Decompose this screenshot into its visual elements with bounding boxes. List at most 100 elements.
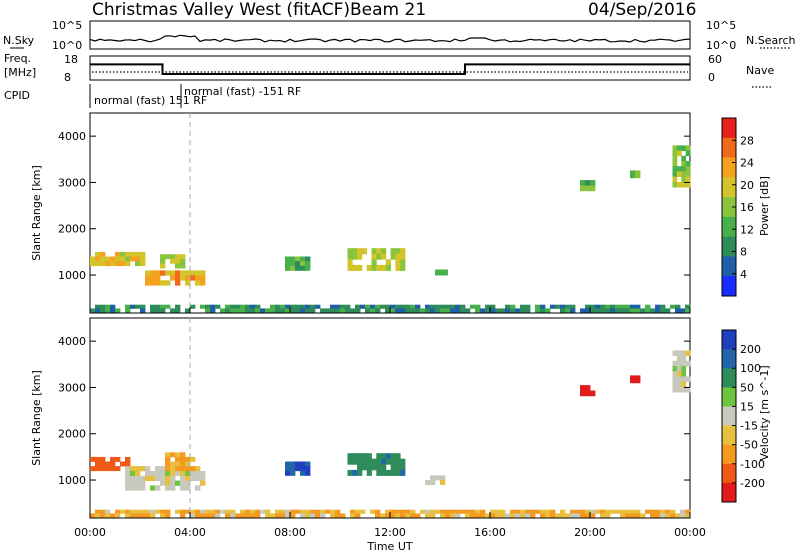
nsky-series-line (89, 34, 691, 43)
power-cell (165, 304, 171, 309)
colorbar-segment (722, 276, 736, 297)
date-title: 04/Sep/2016 (588, 0, 696, 20)
velocity-cell (672, 366, 678, 372)
velocity-cell (585, 390, 591, 397)
power-cell (525, 304, 531, 309)
power-cell (672, 171, 678, 177)
velocity-cell (470, 509, 476, 514)
power-cell (205, 304, 211, 309)
power-cell (210, 308, 216, 313)
velocity-cell (685, 509, 691, 514)
velocity-colorbar: 200 100 50 15 -15 -50 -100 -200 (721, 329, 765, 503)
power-cell (275, 304, 281, 309)
velocity-cell (315, 513, 321, 518)
velocity-cell (435, 475, 441, 481)
power-cell (630, 170, 636, 175)
velocity-cell (650, 509, 656, 514)
cpid-entry-1: normal (fast) 151 RF (94, 94, 207, 107)
velocity-cell (371, 464, 377, 471)
velocity-cell (150, 509, 156, 514)
colorbar-tick-label: -15 (740, 420, 758, 433)
station-title: Christmas Valley West (fitACF) (92, 0, 350, 20)
power-cell (370, 304, 376, 309)
velocity-cell (105, 461, 111, 467)
power-cell (352, 264, 358, 271)
velocity-cell (381, 464, 387, 471)
velocity-cell (175, 466, 181, 472)
velocity-cell (100, 461, 106, 467)
colorbar-segment (722, 368, 736, 388)
velocity-cell (95, 466, 101, 472)
power-cell (150, 304, 156, 309)
velocity-cell (440, 509, 446, 514)
velocity-cell (170, 475, 176, 481)
velocity-cell (125, 509, 131, 514)
power-cell (500, 308, 506, 313)
velocity-cell (605, 509, 611, 514)
power-cell (585, 180, 591, 186)
power-cell (295, 265, 301, 271)
velocity-cell (125, 475, 131, 481)
velocity-cell (190, 475, 196, 481)
power-cell (180, 270, 186, 276)
velocity-cell (115, 513, 121, 518)
velocity-cell (185, 461, 191, 467)
power-cell (560, 304, 566, 309)
power-cell (95, 251, 101, 257)
power-cell (150, 308, 156, 313)
power-cell (376, 264, 382, 271)
power-cell (405, 308, 411, 313)
velocity-cell (500, 509, 506, 514)
power-cell (645, 304, 651, 309)
velocity-cell (400, 469, 406, 476)
velocity-cell (672, 376, 678, 382)
power-cell (630, 174, 636, 179)
power-cell (445, 308, 451, 313)
power-cell (135, 251, 141, 257)
power-cell (347, 248, 353, 255)
nsky-left-tick-top: 10^5 (52, 19, 82, 32)
colorbar-tick-label: 28 (740, 134, 754, 147)
velocity-cell (260, 509, 266, 514)
power-cell (110, 256, 116, 262)
velocity-cell (180, 509, 186, 514)
power-cell (295, 308, 301, 313)
colorbar-tick-label: 4 (740, 268, 747, 281)
velocity-cell (210, 509, 216, 514)
velocity-cell (110, 513, 116, 518)
power-cell (672, 150, 678, 157)
colorbar-segment (722, 482, 736, 503)
y-tick-label: 3000 (58, 176, 86, 189)
power-cell (590, 304, 596, 309)
colorbar-segment (722, 444, 736, 465)
velocity-cell (205, 513, 211, 518)
power-cell (371, 248, 377, 255)
velocity-cell (681, 360, 687, 367)
colorbar-tick-label: 16 (740, 201, 754, 214)
velocity-cell (585, 513, 591, 518)
power-cell (120, 251, 126, 257)
velocity-cell (385, 509, 391, 514)
freq-left-tick-top: 18 (64, 53, 78, 66)
power-cell (160, 258, 166, 264)
power-cell (115, 308, 121, 313)
velocity-cell (140, 509, 146, 514)
velocity-cell (180, 513, 186, 518)
velocity-cell (180, 456, 186, 462)
power-cell (125, 304, 131, 309)
power-cell (347, 264, 353, 271)
velocity-cell (190, 456, 196, 462)
power-cell (600, 308, 606, 313)
velocity-cell (135, 466, 141, 472)
velocity-cell (160, 466, 166, 472)
power-cell (105, 308, 111, 313)
velocity-cell (681, 381, 687, 388)
power-cell (180, 275, 186, 281)
velocity-cell (445, 509, 451, 514)
velocity-cell (465, 513, 471, 518)
colorbar-segment (722, 330, 736, 350)
power-cell (330, 304, 336, 309)
velocity-cell (110, 461, 116, 467)
power-cell (125, 261, 131, 267)
velocity-cell (240, 513, 246, 518)
